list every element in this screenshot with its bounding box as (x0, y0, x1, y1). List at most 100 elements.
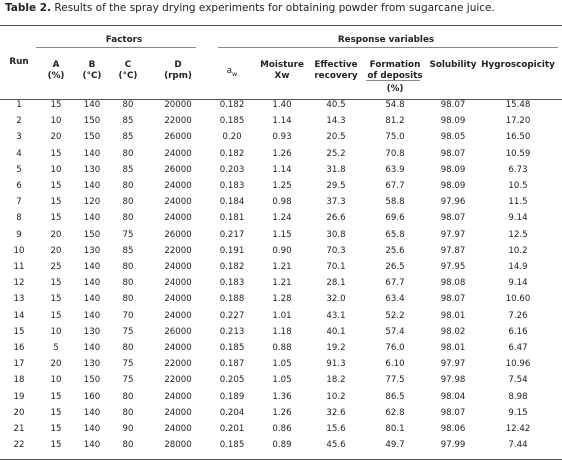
table-cell: 65.8 (385, 229, 405, 240)
run-number: 21 (13, 424, 25, 434)
table-cell: 80 (122, 181, 134, 191)
table-caption-label: Table 2. (5, 2, 52, 14)
table-cell: 15 (50, 181, 62, 191)
table-cell: 80 (122, 100, 134, 110)
table-cell: 20 (50, 245, 62, 256)
table-cell: 22000 (164, 245, 192, 256)
table-cell: 26000 (164, 229, 192, 240)
table-cell: 14.3 (326, 116, 346, 127)
table-cell: 1.40 (272, 100, 292, 110)
table-cell: 67.7 (385, 181, 405, 191)
table-cell: 10.96 (505, 359, 531, 370)
top-rule (0, 25, 562, 26)
table-cell: 0.185 (219, 116, 245, 127)
table-cell: 0.189 (219, 391, 245, 402)
table-cell: 75.0 (385, 132, 405, 143)
table-cell: 97.98 (440, 375, 466, 386)
table-cell: 5 (53, 343, 59, 353)
run-number: 14 (13, 310, 25, 321)
table-cell: 7.44 (508, 440, 528, 451)
table-cell: 150 (83, 375, 101, 386)
table-cell: 0.187 (219, 359, 245, 370)
table-cell: 9.14 (508, 213, 528, 224)
column-header-4-line2: (rpm) (164, 71, 192, 81)
table-cell: 32.0 (326, 294, 346, 305)
table-cell: 140 (83, 100, 101, 110)
table-cell: 12.5 (508, 229, 528, 240)
run-number: 7 (16, 197, 22, 208)
table-cell: 31.8 (326, 164, 346, 175)
table-cell: 15.6 (326, 424, 346, 434)
run-number: 9 (16, 229, 22, 240)
table-cell: 62.8 (385, 407, 405, 418)
run-number: 10 (13, 245, 25, 256)
table-cell: 0.88 (272, 343, 292, 353)
table-cell: 0.93 (272, 132, 292, 143)
run-number: 1 (16, 100, 22, 110)
table-cell: 80 (122, 440, 134, 451)
run-number: 3 (16, 132, 22, 143)
table-cell: 140 (83, 343, 101, 353)
table-cell: 10.2 (326, 391, 346, 402)
table-cell: 24000 (164, 278, 192, 289)
table-cell: 1.14 (272, 164, 292, 175)
table-cell: 80 (122, 278, 134, 289)
table-cell: 120 (83, 197, 101, 208)
aw-subscript: w (232, 69, 238, 78)
table-cell: 80 (122, 262, 134, 272)
table-cell: 80.1 (385, 424, 405, 434)
table-cell: 75 (122, 229, 134, 240)
factors-header: Factors (105, 35, 143, 45)
table-cell: 85 (122, 132, 134, 143)
table-cell: 10.60 (505, 294, 531, 305)
table-cell: 70.1 (326, 262, 346, 272)
table-cell: 80 (122, 213, 134, 224)
table-cell: 10.59 (505, 148, 531, 159)
table-cell: 6.10 (385, 359, 405, 370)
table-cell: 91.3 (326, 359, 346, 370)
table-cell: 63.4 (385, 294, 405, 305)
run-number: 12 (13, 278, 25, 289)
table-cell: 24000 (164, 181, 192, 191)
aw-symbol: a (226, 66, 233, 76)
table-cell: 20 (50, 359, 62, 370)
table-cell: 0.86 (272, 424, 292, 434)
table-cell: 6.73 (508, 164, 528, 175)
table-cell: 140 (83, 181, 101, 191)
table-cell: 90 (122, 424, 134, 434)
table-cell: 26000 (164, 326, 192, 337)
table-cell: 140 (83, 262, 101, 272)
response-header: Response variables (337, 35, 435, 45)
table-cell: 25 (50, 262, 62, 272)
table-cell: 22000 (164, 375, 192, 386)
table-cell: 58.8 (385, 197, 405, 208)
table-cell: 25.2 (326, 148, 346, 159)
table-cell: 160 (83, 391, 101, 402)
table-cell: 0.98 (272, 197, 292, 208)
table-cell: 24000 (164, 310, 192, 321)
table-cell: 140 (83, 440, 101, 451)
table-cell: 140 (83, 148, 101, 159)
run-header: Run (9, 57, 29, 67)
table-cell: 18.2 (326, 375, 346, 386)
table-cell: 98.08 (440, 278, 466, 289)
run-number: 4 (16, 148, 22, 159)
table-cell: 22000 (164, 116, 192, 127)
table-cell: 80 (122, 407, 134, 418)
table-cell: 0.90 (272, 245, 292, 256)
table-cell: 57.4 (385, 326, 405, 337)
table-cell: 15 (50, 100, 62, 110)
table-cell: 15 (50, 407, 62, 418)
column-header-2-line2: (°C) (82, 71, 102, 81)
table-cell: 24000 (164, 407, 192, 418)
table-cell: 97.95 (440, 262, 466, 272)
table-cell: 97.99 (440, 440, 466, 451)
table-cell: 0.185 (219, 440, 245, 451)
table-cell: 75 (122, 359, 134, 370)
table-cell: 0.201 (219, 424, 245, 434)
column-header-3: C (124, 60, 132, 70)
table-cell: 15 (50, 391, 62, 402)
column-header-3-line2: (°C) (118, 71, 138, 81)
table-cell: 7.26 (508, 310, 528, 321)
table-cell: 69.6 (385, 213, 405, 224)
